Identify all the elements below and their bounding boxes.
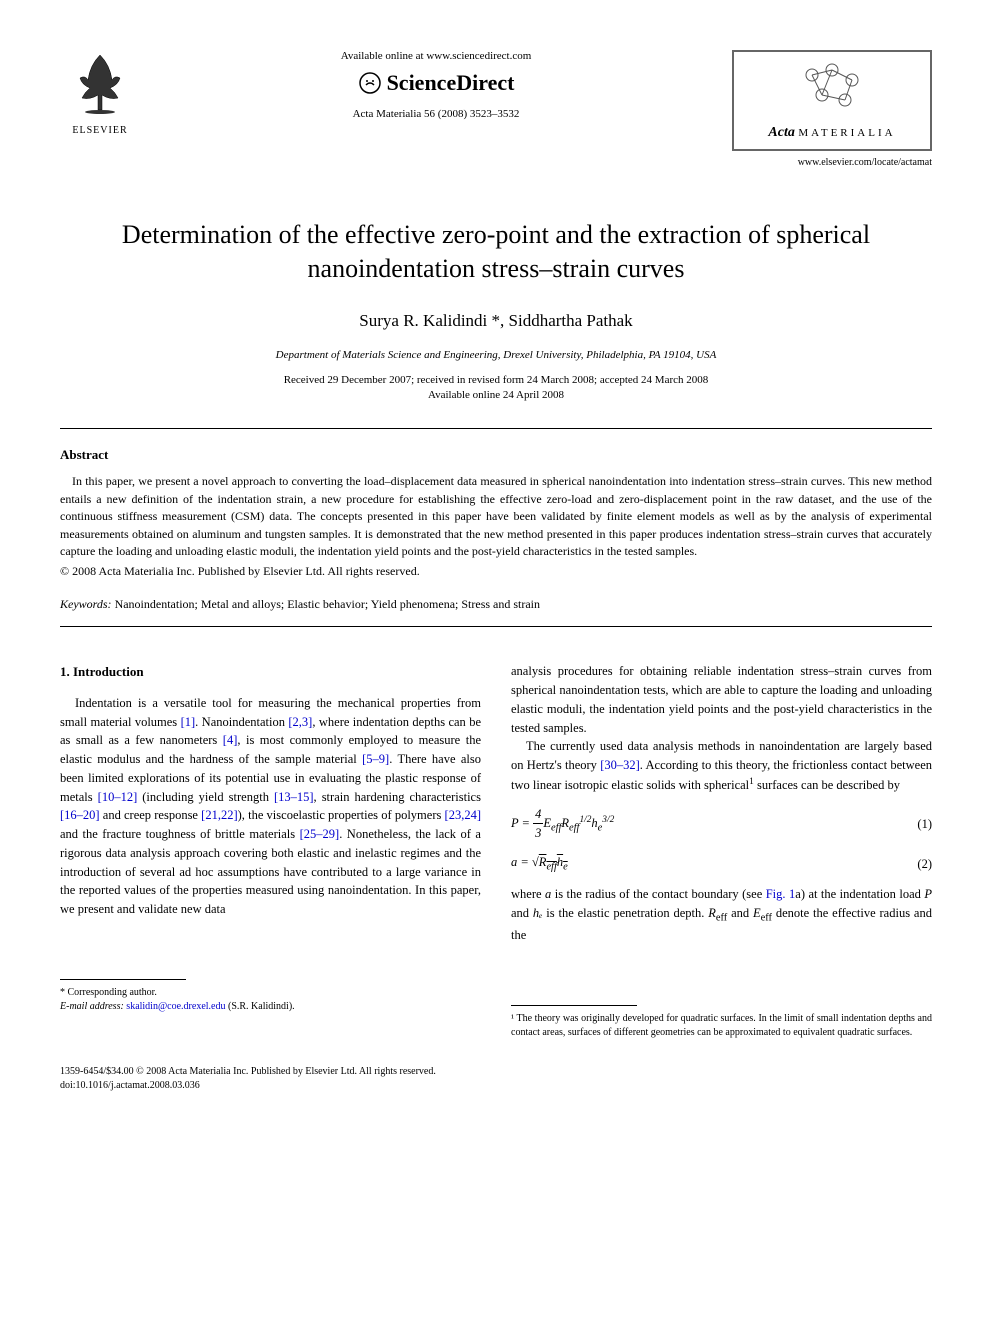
ref-link[interactable]: [10–12] <box>98 790 138 804</box>
keywords: Keywords: Nanoindentation; Metal and all… <box>60 597 932 612</box>
t: and <box>727 906 753 920</box>
equation-2-formula: a = √Reffhe <box>511 853 568 875</box>
elsevier-logo: ELSEVIER <box>60 50 140 136</box>
journal-graphic-icon <box>797 60 867 115</box>
intro-para1: Indentation is a versatile tool for meas… <box>60 694 481 919</box>
article-title: Determination of the effective zero-poin… <box>60 218 932 286</box>
journal-name-acta: Acta <box>768 125 794 140</box>
center-header: Available online at www.sciencedirect.co… <box>140 50 732 120</box>
intro-heading: 1. Introduction <box>60 662 481 682</box>
abstract-text: In this paper, we present a novel approa… <box>60 473 932 560</box>
eq-num-2: (2) <box>917 855 932 874</box>
t: (including yield strength <box>137 790 274 804</box>
email-line: E-mail address: skalidin@coe.drexel.edu … <box>60 1000 481 1014</box>
ref-link[interactable]: [21,22] <box>201 808 237 822</box>
sciencedirect-logo: ScienceDirect <box>140 70 732 96</box>
journal-name-materialia: MATERIALIA <box>798 127 895 139</box>
var: hₑ <box>533 906 543 920</box>
left-column: 1. Introduction Indentation is a versati… <box>60 662 481 1040</box>
ref-link[interactable]: [1] <box>181 715 196 729</box>
body-section: 1. Introduction Indentation is a versati… <box>60 662 932 1040</box>
right-column: analysis procedures for obtaining reliab… <box>511 662 932 1040</box>
email-name: (S.R. Kalidindi). <box>228 1001 295 1012</box>
bottom-info: 1359-6454/$34.00 © 2008 Acta Materialia … <box>60 1065 932 1093</box>
var: P <box>924 887 932 901</box>
t: a) at the indentation load <box>795 887 924 901</box>
footnote-corresponding: * Corresponding author. E-mail address: … <box>60 986 481 1014</box>
header-row: ELSEVIER Available online at www.science… <box>60 50 932 198</box>
fig-link[interactable]: Fig. 1 <box>766 887 796 901</box>
intro-para1-cont: analysis procedures for obtaining reliab… <box>511 662 932 737</box>
journal-logo-box: Acta MATERIALIA <box>732 50 932 151</box>
authors: Surya R. Kalidindi *, Siddhartha Pathak <box>60 311 932 331</box>
email-address[interactable]: skalidin@coe.drexel.edu <box>126 1001 225 1012</box>
sciencedirect-text: ScienceDirect <box>387 70 515 96</box>
t: and creep response <box>100 808 202 822</box>
sub: eff <box>761 913 772 924</box>
sub: eff <box>716 913 727 924</box>
elsevier-label: ELSEVIER <box>60 125 140 136</box>
footnote-divider-left <box>60 979 186 980</box>
t: . Nanoindentation <box>195 715 288 729</box>
journal-url: www.elsevier.com/locate/actamat <box>732 157 932 168</box>
eq-num-1: (1) <box>917 815 932 834</box>
ref-link[interactable]: [13–15] <box>274 790 314 804</box>
equation-2: a = √Reffhe (2) <box>511 853 932 875</box>
ref-link[interactable]: [23,24] <box>445 808 481 822</box>
email-label: E-mail address: <box>60 1001 124 1012</box>
t: , strain hardening characteristics <box>314 790 481 804</box>
var: E <box>753 906 761 920</box>
issn-line: 1359-6454/$34.00 © 2008 Acta Materialia … <box>60 1065 932 1079</box>
ref-link[interactable]: [4] <box>223 733 238 747</box>
footnote-divider-right <box>511 1005 637 1006</box>
dates-line1: Received 29 December 2007; received in r… <box>60 373 932 388</box>
t: is the elastic penetration depth. <box>542 906 708 920</box>
ref-link[interactable]: [2,3] <box>288 715 312 729</box>
ref-link[interactable]: [16–20] <box>60 808 100 822</box>
dates-line2: Available online 24 April 2008 <box>60 388 932 403</box>
t: surfaces can be described by <box>754 778 900 792</box>
keywords-text: Nanoindentation; Metal and alloys; Elast… <box>115 597 540 611</box>
corr-author: * Corresponding author. <box>60 986 481 1000</box>
divider-bottom <box>60 626 932 627</box>
doi-line: doi:10.1016/j.actamat.2008.03.036 <box>60 1079 932 1093</box>
abstract-heading: Abstract <box>60 447 932 463</box>
abstract-section: Abstract In this paper, we present a nov… <box>60 447 932 579</box>
t: ), the viscoelastic properties of polyme… <box>238 808 445 822</box>
article-dates: Received 29 December 2007; received in r… <box>60 373 932 404</box>
abstract-copyright: © 2008 Acta Materialia Inc. Published by… <box>60 564 932 579</box>
equation-1: P = 43EeffReff1/2he3/2 (1) <box>511 805 932 844</box>
affiliation: Department of Materials Science and Engi… <box>60 349 932 361</box>
intro-para2: The currently used data analysis methods… <box>511 737 932 794</box>
ref-link[interactable]: [5–9] <box>362 752 389 766</box>
journal-reference: Acta Materialia 56 (2008) 3523–3532 <box>140 108 732 120</box>
t: where <box>511 887 545 901</box>
intro-para3: where a is the radius of the contact bou… <box>511 885 932 945</box>
ref-link[interactable]: [30–32] <box>600 758 640 772</box>
var: R <box>708 906 716 920</box>
sciencedirect-icon <box>358 71 382 95</box>
journal-logo-container: Acta MATERIALIA www.elsevier.com/locate/… <box>732 50 932 198</box>
footnote-1: ¹ The theory was originally developed fo… <box>511 1012 932 1040</box>
divider-top <box>60 428 932 429</box>
t: and <box>511 906 533 920</box>
ref-link[interactable]: [25–29] <box>300 827 340 841</box>
equation-1-formula: P = 43EeffReff1/2he3/2 <box>511 805 614 844</box>
t: is the radius of the contact boundary (s… <box>551 887 765 901</box>
keywords-label: Keywords: <box>60 597 112 611</box>
journal-name: Acta MATERIALIA <box>742 125 922 141</box>
available-online-text: Available online at www.sciencedirect.co… <box>140 50 732 62</box>
elsevier-tree-icon <box>70 50 130 115</box>
t: and the fracture toughness of brittle ma… <box>60 827 300 841</box>
